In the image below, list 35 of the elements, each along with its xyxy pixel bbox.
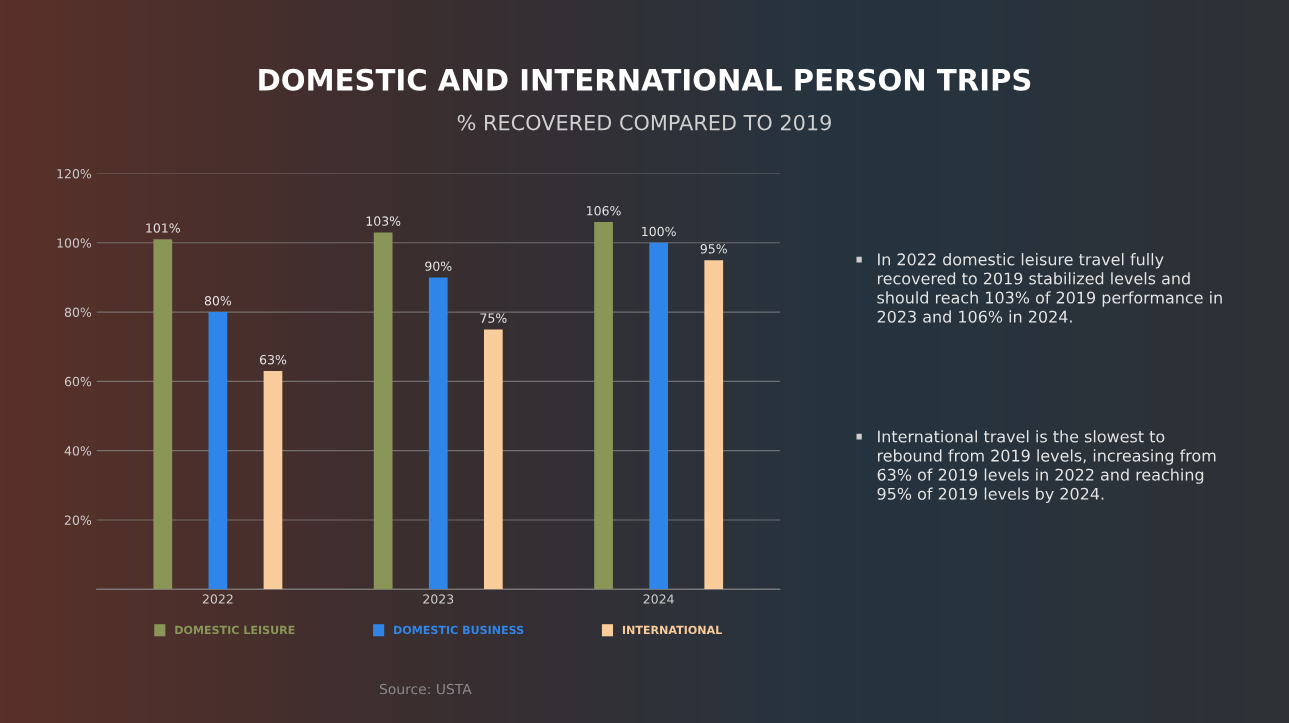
bar [649, 242, 668, 590]
data-label: 100% [642, 226, 676, 237]
data-label: 80% [204, 296, 232, 306]
y-tick-label: 120% [57, 168, 92, 179]
data-label: 90% [425, 261, 452, 271]
data-label: 106% [587, 205, 621, 216]
chart-title: DOMESTIC AND INTERNATIONAL PERSON TRIPS [259, 68, 1031, 91]
bar [208, 312, 228, 590]
text: International travel is the slowest to rebound from 2019 levels, increasing from 63% of 2019 levels in 2022 and reaching 95% of 2019 levels by 2024. [877, 430, 1216, 503]
x-tick-label: 2024 [643, 594, 674, 604]
data-label: 103% [366, 216, 401, 226]
bar [263, 370, 283, 590]
data-label: 75% [480, 313, 507, 323]
x-tick-label: 2022 [202, 594, 233, 604]
y-tick-label: 60% [64, 376, 92, 387]
y-tick-label: 80% [64, 307, 92, 318]
y-tick-label: 40% [64, 446, 92, 456]
bar [483, 329, 503, 590]
legend-label: INTERNATIONAL [622, 625, 722, 635]
bar [704, 260, 724, 590]
y-tick-label: 20% [64, 515, 92, 525]
data-label: 63% [259, 354, 287, 365]
legend-label: DOMESTIC BUSINESS [394, 625, 524, 635]
text: In 2022 domestic leisure travel fully recovered to 2019 stabilized levels and should reach 103% of 2019 performance in 2023 and 106% in 2024. [877, 253, 1222, 323]
legend-label: DOMESTIC LEISURE [175, 625, 295, 635]
chart-subtitle: % RECOVERED COMPARED TO 2019 [457, 114, 831, 131]
source-note: Source: USTA [379, 683, 472, 695]
data-label: 95% [700, 244, 727, 254]
bar [594, 222, 613, 590]
bar [373, 232, 393, 590]
bar [153, 239, 173, 590]
data-label: 101% [146, 223, 180, 233]
y-tick-label: 100% [57, 238, 92, 248]
x-tick-label: 2023 [423, 594, 454, 604]
bar [428, 277, 448, 590]
